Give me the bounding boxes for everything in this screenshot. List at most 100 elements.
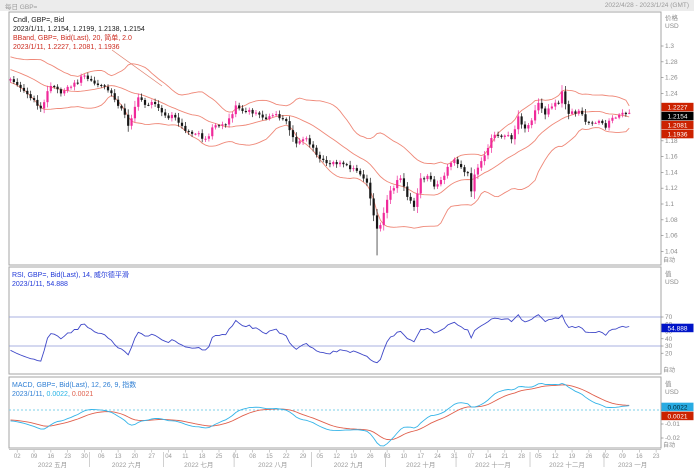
candle-body [618, 114, 621, 118]
day-label: 19 [569, 454, 576, 460]
day-label: 05 [535, 454, 542, 460]
candle-body [180, 122, 184, 126]
day-label: 24 [434, 454, 441, 460]
candle-body [607, 120, 611, 128]
candle-body [463, 167, 466, 173]
rsi-pane[interactable] [8, 266, 662, 375]
candle-body [227, 118, 231, 125]
price-marker-box [661, 120, 694, 130]
candle-body [167, 115, 170, 119]
candle-body [513, 129, 517, 140]
candle-body [117, 99, 120, 106]
candle-body [69, 86, 73, 88]
candle-body [238, 105, 241, 109]
day-label: 04 [165, 454, 172, 460]
price-axis-tick: 1.1 [665, 201, 674, 208]
candle-body [456, 159, 459, 165]
candle-body [523, 124, 527, 129]
day-label: 01 [232, 454, 239, 460]
price-axis-tick: 1.16 [665, 154, 678, 161]
day-label: 23 [653, 454, 660, 460]
candle-body [507, 135, 510, 137]
candle-body [423, 178, 426, 180]
candle-body [379, 225, 382, 229]
candle-body [470, 173, 473, 192]
price-marker-value: 54.888 [668, 325, 688, 332]
price-marker-value: 1.2154 [668, 113, 688, 120]
candle-body [36, 99, 39, 106]
day-label: 20 [132, 454, 139, 460]
rsi-axis-title: 值 [665, 269, 672, 278]
candle-body [433, 179, 436, 187]
candle-body [281, 118, 284, 120]
candle-body [335, 162, 338, 165]
day-label: 30 [81, 454, 88, 460]
candle-body [59, 89, 63, 94]
candle-body [22, 87, 26, 91]
candle-body [301, 139, 305, 142]
candle-body [90, 78, 93, 81]
candle-body [127, 114, 130, 126]
price-marker-box [661, 402, 694, 412]
candle-body [604, 123, 607, 128]
day-label: 29 [300, 454, 307, 460]
candle-body [234, 105, 237, 115]
month-label: 2022 七月 [184, 460, 213, 469]
candle-body [217, 125, 221, 127]
candle-body [49, 85, 52, 92]
candle-body [570, 111, 574, 114]
candle-body [258, 112, 261, 115]
day-label: 15 [266, 454, 273, 460]
price-marker-box [661, 411, 694, 421]
macd-legend-line: MACD, GBP=, Bid(Last), 12, 26, 9, 指数 [12, 380, 136, 389]
candle-body [409, 196, 412, 201]
macd-legend-line: 2023/1/11, 0.0022, 0.0021 [12, 391, 93, 398]
price-marker-value: 1.2081 [668, 122, 688, 129]
day-label: 16 [636, 454, 643, 460]
day-label: 25 [216, 454, 223, 460]
day-label: 11 [182, 454, 189, 460]
candle-body [325, 159, 328, 164]
candle-body [275, 114, 278, 116]
candle-body [439, 179, 443, 185]
candle-body [285, 118, 288, 122]
candle-body [355, 168, 358, 171]
candle-body [375, 215, 379, 229]
candle-body [295, 137, 298, 144]
candle-body [345, 164, 348, 166]
candle-body [197, 133, 200, 135]
month-label: 2022 十月 [406, 460, 435, 469]
candle-body [453, 159, 456, 164]
candle-body [221, 124, 224, 126]
candle-body [332, 162, 335, 165]
day-label: 09 [31, 454, 38, 460]
candle-body [271, 115, 274, 117]
price-axis-auto-label: 自动 [663, 256, 675, 264]
macd-plot [9, 383, 661, 447]
candle-body [83, 75, 86, 77]
day-label: 14 [485, 454, 492, 460]
candle-body [419, 178, 422, 194]
candle-body [211, 127, 214, 137]
candle-body [621, 112, 624, 115]
candle-body [446, 166, 449, 176]
candle-body [251, 109, 254, 114]
candle-body [473, 174, 476, 192]
candle-body [80, 76, 83, 83]
candle-body [594, 122, 597, 124]
candle-body [190, 131, 194, 134]
candle-body [29, 94, 32, 99]
candle-body [278, 114, 281, 119]
candle-body [530, 120, 533, 126]
day-label: 10 [401, 454, 408, 460]
candle-body [160, 107, 163, 113]
day-label: 08 [249, 454, 256, 460]
candle-body [402, 178, 406, 187]
candle-body [157, 104, 160, 108]
candle-body [43, 102, 46, 109]
day-label: 13 [115, 454, 122, 460]
price-axis-tick: 1.04 [665, 248, 678, 255]
candle-body [177, 117, 180, 123]
candle-body [567, 104, 570, 114]
